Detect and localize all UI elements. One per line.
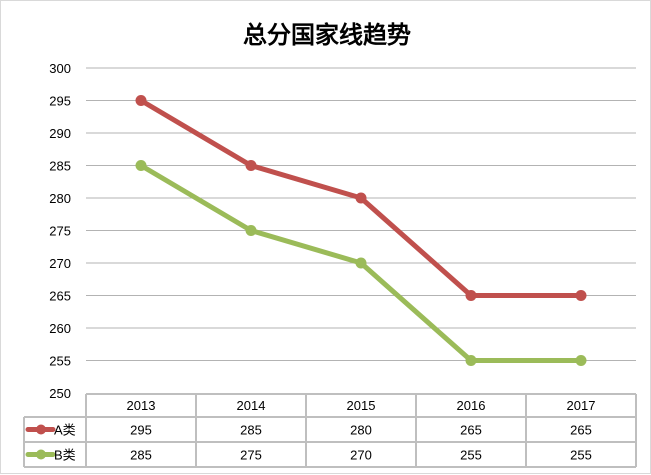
- legend-label: A类: [54, 423, 76, 438]
- legend-marker: [36, 424, 46, 435]
- y-tick-label: 265: [49, 289, 71, 304]
- y-tick-label: 290: [49, 126, 71, 141]
- y-tick-label: 250: [49, 386, 71, 401]
- data-point: [355, 257, 367, 269]
- data-point: [135, 160, 147, 171]
- legend-label: B类: [54, 448, 76, 463]
- y-tick-label: 295: [49, 94, 71, 109]
- y-tick-label: 255: [49, 354, 71, 369]
- data-table-cell: 255: [460, 448, 482, 463]
- x-category-label: 2016: [457, 398, 486, 413]
- data-table-cell: 285: [240, 423, 262, 438]
- y-tick-label: 300: [49, 61, 71, 76]
- data-table-cell: 285: [130, 448, 152, 463]
- legend-marker: [36, 449, 46, 460]
- x-category-label: 2014: [237, 398, 266, 413]
- y-tick-label: 285: [49, 159, 71, 174]
- y-tick-label: 260: [49, 321, 71, 336]
- data-point: [135, 95, 147, 106]
- data-point: [355, 192, 367, 204]
- data-point: [245, 225, 257, 236]
- data-point: [465, 290, 477, 301]
- x-category-label: 2015: [347, 398, 376, 413]
- data-table-cell: 280: [350, 423, 372, 438]
- y-tick-label: 275: [49, 224, 71, 239]
- data-table-cell: 265: [460, 423, 482, 438]
- y-tick-label: 280: [49, 191, 71, 206]
- y-tick-label: 270: [49, 256, 71, 271]
- data-table-cell: 295: [130, 423, 152, 438]
- data-table-cell: 270: [350, 448, 372, 463]
- data-point: [465, 355, 477, 366]
- data-point: [575, 355, 587, 366]
- x-category-label: 2013: [127, 398, 156, 413]
- data-table-cell: 275: [240, 448, 262, 463]
- data-point: [245, 160, 257, 171]
- data-table-cell: 255: [570, 448, 592, 463]
- x-category-label: 2017: [567, 398, 596, 413]
- data-table-cell: 265: [570, 423, 592, 438]
- data-point: [575, 290, 587, 301]
- chart-title: 总分国家线趋势: [243, 21, 411, 49]
